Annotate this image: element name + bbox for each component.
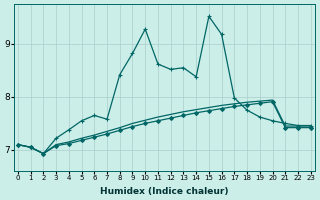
X-axis label: Humidex (Indice chaleur): Humidex (Indice chaleur) (100, 187, 228, 196)
